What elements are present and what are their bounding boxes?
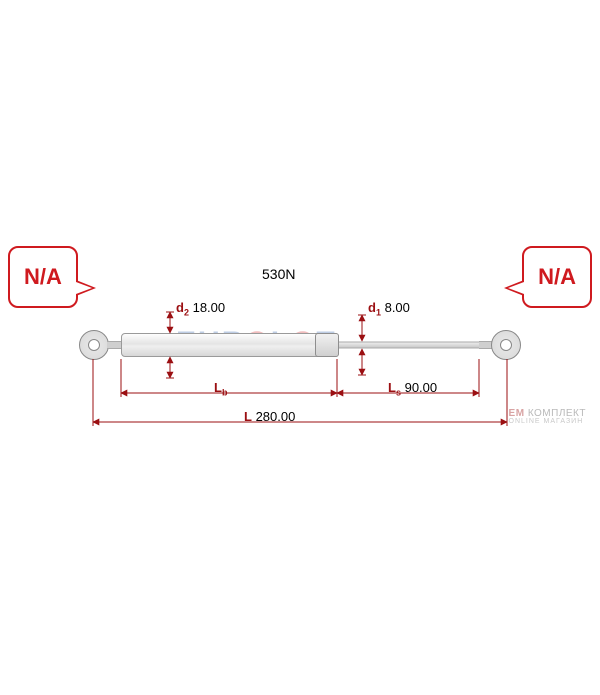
right-end-callout: N/A	[522, 246, 592, 308]
piston-rod	[339, 342, 479, 349]
shop-watermark: ЕМ КОМПЛЕКТ ONLINE МАГАЗИН	[509, 408, 586, 425]
eyelet-left	[79, 330, 109, 360]
cylinder-end-cap	[315, 333, 339, 357]
dim-ls: Ls 90.00	[388, 380, 437, 398]
left-end-callout: N/A	[8, 246, 78, 308]
left-end-callout-text: N/A	[24, 264, 62, 289]
dim-lb: Lb	[214, 380, 227, 398]
right-end-callout-text: N/A	[538, 264, 576, 289]
diagram-canvas: EUROLOT 530N N/A N/A	[0, 0, 600, 695]
dim-d1: d1 8.00	[368, 300, 410, 318]
dim-l: L 280.00	[244, 409, 295, 427]
eyelet-right	[491, 330, 521, 360]
force-label: 530N	[262, 266, 295, 282]
neck-left	[107, 341, 121, 349]
dim-d2: d2 18.00	[176, 300, 225, 318]
gas-spring	[93, 330, 507, 360]
cylinder-body	[121, 333, 339, 357]
